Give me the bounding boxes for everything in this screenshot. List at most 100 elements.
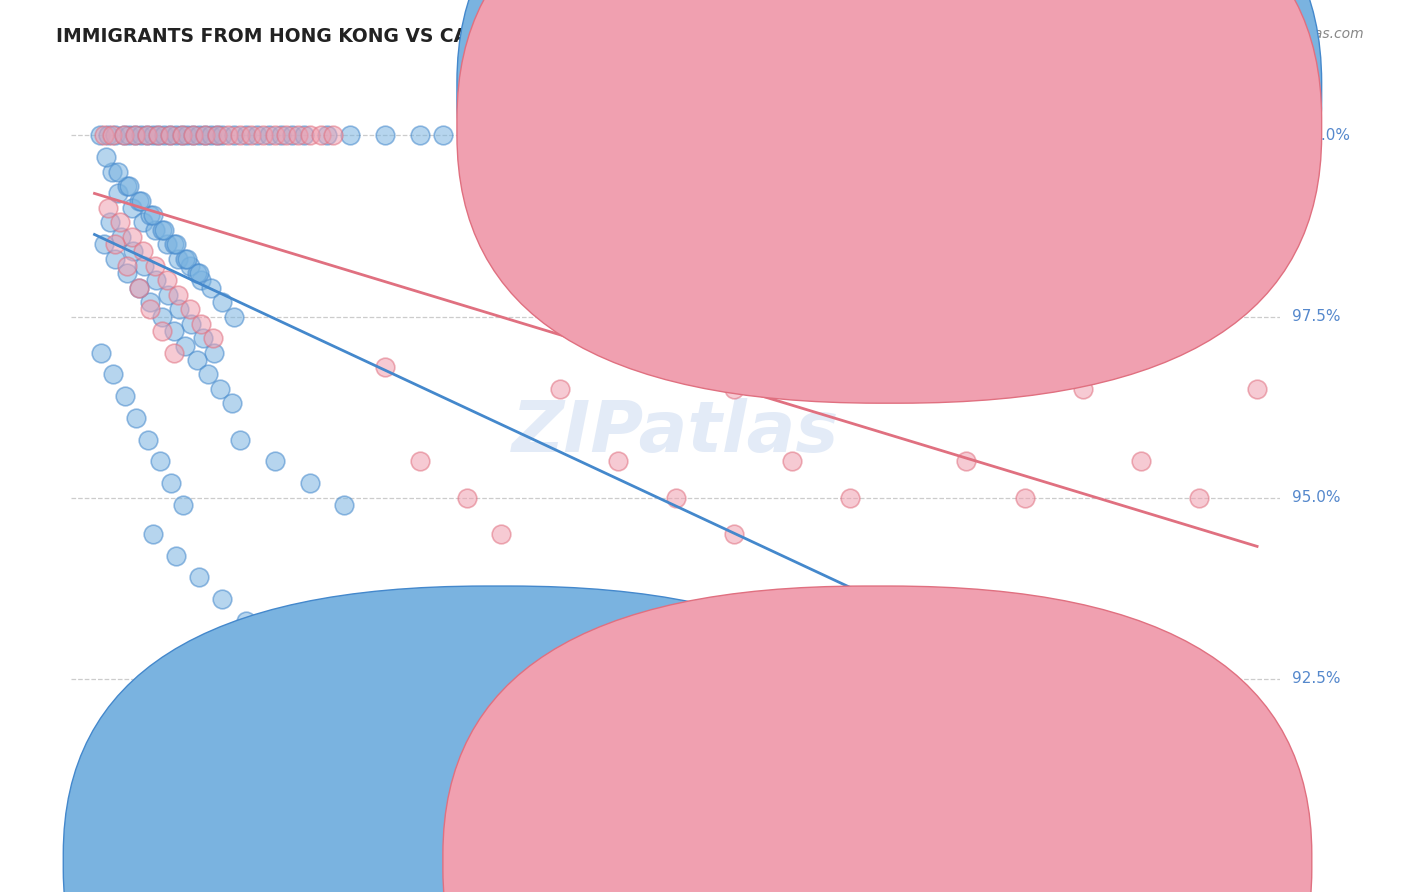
Point	[167, 287, 190, 301]
Point	[150, 310, 173, 324]
Point	[723, 382, 745, 396]
Point	[202, 345, 225, 359]
Point	[162, 324, 184, 338]
Point	[121, 230, 143, 244]
Point	[188, 570, 211, 584]
Point	[217, 128, 239, 143]
Point	[270, 128, 292, 143]
Point	[246, 128, 269, 143]
Point	[205, 128, 228, 143]
Point	[149, 454, 172, 468]
Point	[432, 128, 454, 143]
Point	[101, 164, 124, 178]
Point	[148, 128, 170, 143]
Point	[93, 237, 115, 252]
Point	[160, 476, 183, 491]
Point	[235, 128, 257, 143]
Point	[350, 723, 373, 737]
Point	[174, 338, 197, 352]
Point	[104, 128, 127, 143]
Point	[221, 396, 243, 410]
Point	[104, 252, 127, 266]
Point	[94, 150, 117, 164]
Point	[159, 128, 181, 143]
Text: 92.5%: 92.5%	[1292, 672, 1340, 686]
Point	[1129, 454, 1152, 468]
Point	[165, 549, 187, 563]
Point	[93, 128, 115, 143]
Point	[229, 433, 252, 447]
Point	[142, 208, 165, 222]
Point	[176, 252, 198, 266]
Point	[211, 295, 233, 310]
Point	[235, 614, 257, 628]
Point	[304, 679, 326, 693]
Point	[665, 491, 688, 505]
Point	[179, 259, 201, 273]
Point	[104, 237, 127, 252]
Point	[281, 657, 304, 672]
Point	[167, 252, 190, 266]
Point	[145, 273, 167, 287]
Point	[150, 324, 173, 338]
Point	[257, 635, 280, 649]
Point	[186, 266, 208, 280]
Point	[606, 454, 628, 468]
Point	[115, 266, 138, 280]
Point	[211, 128, 233, 143]
Point	[155, 237, 177, 252]
Text: ZIPatlas: ZIPatlas	[512, 398, 839, 467]
Point	[181, 128, 204, 143]
Point	[101, 368, 124, 382]
Point	[322, 128, 344, 143]
Point	[257, 128, 280, 143]
Point	[209, 382, 232, 396]
Text: R = 0.332   N = 55: R = 0.332 N = 55	[907, 120, 1077, 138]
Text: 100.0%: 100.0%	[1292, 128, 1350, 143]
Point	[190, 273, 212, 287]
Point	[197, 368, 219, 382]
Point	[298, 128, 321, 143]
Point	[170, 128, 193, 143]
Point	[200, 128, 222, 143]
Point	[374, 744, 396, 758]
Point	[153, 222, 176, 236]
Point	[281, 128, 304, 143]
Point	[222, 128, 245, 143]
Point	[780, 454, 803, 468]
Point	[292, 128, 315, 143]
Point	[263, 454, 285, 468]
Point	[136, 433, 159, 447]
Point	[229, 128, 252, 143]
Point	[155, 273, 177, 287]
Point	[114, 389, 136, 403]
Point	[409, 128, 432, 143]
Point	[107, 164, 129, 178]
Point	[172, 498, 194, 512]
Point	[169, 302, 191, 317]
Point	[143, 222, 166, 236]
Point	[180, 317, 202, 331]
Point	[124, 128, 146, 143]
Text: 0.0%: 0.0%	[72, 809, 110, 824]
Point	[188, 128, 211, 143]
Point	[194, 128, 217, 143]
Point	[118, 179, 141, 194]
Point	[1014, 491, 1036, 505]
Point	[1071, 382, 1094, 396]
Point	[148, 128, 170, 143]
Point	[142, 527, 165, 541]
Point	[107, 186, 129, 201]
Point	[90, 345, 112, 359]
Text: 100.0%: 100.0%	[1222, 809, 1281, 824]
Point	[135, 128, 157, 143]
Text: 95.0%: 95.0%	[1292, 490, 1340, 505]
Point	[1188, 491, 1211, 505]
Point	[129, 128, 152, 143]
Point	[287, 128, 309, 143]
Point	[328, 700, 350, 714]
Point	[548, 382, 571, 396]
Point	[112, 128, 135, 143]
Point	[723, 527, 745, 541]
Point	[409, 454, 432, 468]
